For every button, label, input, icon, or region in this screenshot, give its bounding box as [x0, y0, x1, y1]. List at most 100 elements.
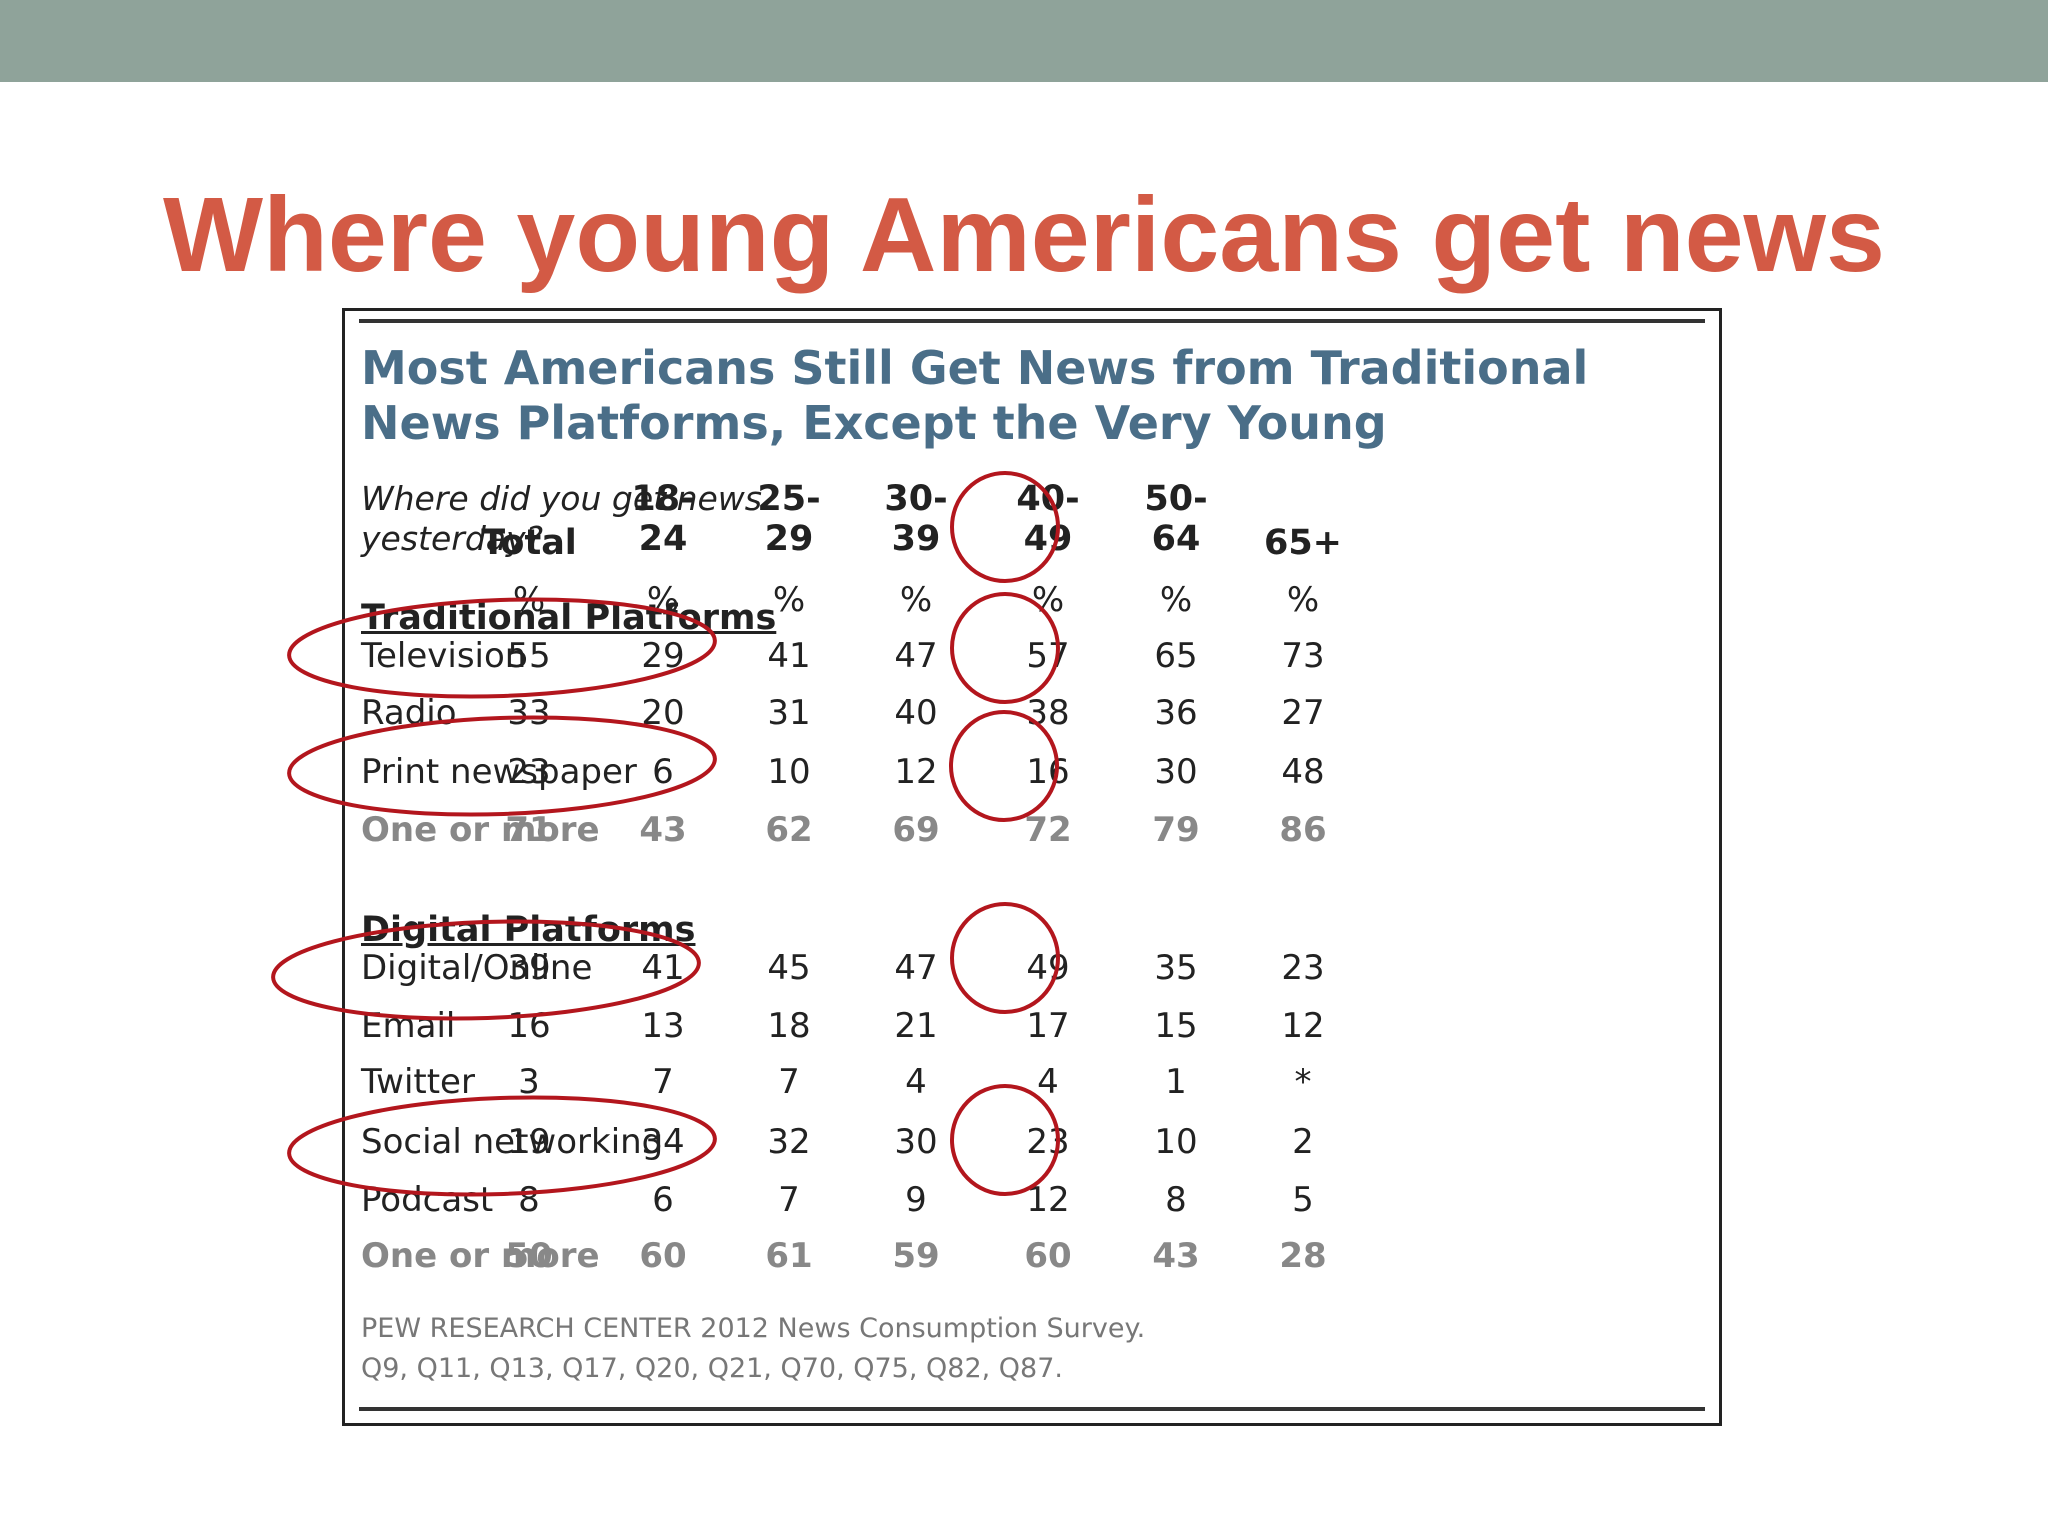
- row-label: One or more: [361, 1236, 600, 1276]
- value-cell: 32: [767, 1122, 811, 1162]
- value-cell: 8: [518, 1180, 540, 1220]
- chart-title: Most Americans Still Get News from Tradi…: [361, 341, 1701, 451]
- value-cell: 57: [1026, 636, 1070, 676]
- value-cell: 73: [1281, 636, 1325, 676]
- value-cell: 69: [892, 810, 940, 850]
- value-cell: 4: [905, 1062, 927, 1102]
- column-header: 50- 64: [1121, 479, 1231, 559]
- column-header-line: 39: [891, 519, 941, 559]
- value-cell: 35: [1154, 948, 1198, 988]
- value-cell: 36: [1154, 693, 1198, 733]
- value-cell: 41: [641, 948, 685, 988]
- column-header-line: 49: [1023, 519, 1073, 559]
- value-cell: 55: [507, 636, 551, 676]
- question-text: Where did you get news yesterday?: [361, 479, 821, 559]
- slide-title: Where young Americans get news: [163, 176, 1885, 294]
- column-header-line: 64: [1151, 519, 1201, 559]
- column-header-line: Total: [481, 523, 577, 563]
- value-cell: 10: [767, 752, 811, 792]
- value-cell: 7: [652, 1062, 674, 1102]
- value-cell: 29: [641, 636, 685, 676]
- column-header: 65+: [1248, 523, 1358, 563]
- percent-cell: %: [1031, 580, 1065, 620]
- value-cell: 19: [507, 1122, 551, 1162]
- column-header: 18- 24: [608, 479, 718, 559]
- value-cell: 60: [1024, 1236, 1072, 1276]
- value-cell: 48: [1281, 752, 1325, 792]
- value-cell: 10: [1154, 1122, 1198, 1162]
- value-cell: 31: [767, 693, 811, 733]
- value-cell: 45: [767, 948, 811, 988]
- value-cell: 50: [505, 1236, 553, 1276]
- percent-cell: %: [1286, 580, 1320, 620]
- value-cell: 16: [507, 1006, 551, 1046]
- value-cell: 6: [652, 1180, 674, 1220]
- source-note: PEW RESEARCH CENTER 2012 News Consumptio…: [361, 1309, 1561, 1389]
- row-label: Email: [361, 1006, 456, 1046]
- value-cell: 16: [1026, 752, 1070, 792]
- value-cell: 23: [507, 752, 551, 792]
- source-line: PEW RESEARCH CENTER 2012 News Consumptio…: [361, 1313, 1146, 1344]
- value-cell: 41: [767, 636, 811, 676]
- column-header: Total: [474, 523, 584, 563]
- question-line: Where did you get news: [361, 479, 762, 518]
- value-cell: 21: [894, 1006, 938, 1046]
- top-rule: [359, 319, 1705, 323]
- value-cell: 30: [894, 1122, 938, 1162]
- chart-title-line: Most Americans Still Get News from Tradi…: [361, 341, 1589, 395]
- value-cell: *: [1294, 1062, 1312, 1102]
- value-cell: 34: [641, 1122, 685, 1162]
- value-cell: 27: [1281, 693, 1325, 733]
- bottom-rule: [359, 1407, 1705, 1411]
- column-header: 30- 39: [861, 479, 971, 559]
- value-cell: 43: [1152, 1236, 1200, 1276]
- value-cell: 4: [1037, 1062, 1059, 1102]
- value-cell: 1: [1165, 1062, 1187, 1102]
- value-cell: 23: [1281, 948, 1325, 988]
- value-cell: 7: [778, 1062, 800, 1102]
- value-cell: 65: [1154, 636, 1198, 676]
- section-heading: Digital Platforms: [361, 910, 696, 950]
- column-header: 25- 29: [734, 479, 844, 559]
- row-label: Twitter: [361, 1062, 475, 1102]
- value-cell: 60: [639, 1236, 687, 1276]
- value-cell: 8: [1165, 1180, 1187, 1220]
- value-cell: 38: [1026, 693, 1070, 733]
- value-cell: 79: [1152, 810, 1200, 850]
- value-cell: 6: [652, 752, 674, 792]
- value-cell: 12: [1281, 1006, 1325, 1046]
- percent-cell: %: [899, 580, 933, 620]
- section-heading: Traditional Platforms: [361, 598, 777, 638]
- value-cell: 20: [641, 693, 685, 733]
- value-cell: 30: [1154, 752, 1198, 792]
- column-header-line: 40-: [1016, 479, 1080, 519]
- news-platforms-table: Most Americans Still Get News from Tradi…: [342, 308, 1722, 1426]
- value-cell: 86: [1279, 810, 1327, 850]
- value-cell: 72: [1024, 810, 1072, 850]
- value-cell: 59: [892, 1236, 940, 1276]
- value-cell: 33: [507, 693, 551, 733]
- column-header-line: 29: [764, 519, 814, 559]
- column-header-line: 25-: [757, 479, 821, 519]
- value-cell: 39: [507, 948, 551, 988]
- column-header: 40- 49: [993, 479, 1103, 559]
- value-cell: 15: [1154, 1006, 1198, 1046]
- value-cell: 13: [641, 1006, 685, 1046]
- row-label: One or more: [361, 810, 600, 850]
- value-cell: 62: [765, 810, 813, 850]
- column-header-line: 65+: [1263, 523, 1343, 563]
- percent-cell: %: [772, 580, 806, 620]
- value-cell: 3: [518, 1062, 540, 1102]
- column-header-line: 18-: [631, 479, 695, 519]
- source-line: Q9, Q11, Q13, Q17, Q20, Q21, Q70, Q75, Q…: [361, 1353, 1063, 1384]
- value-cell: 23: [1026, 1122, 1070, 1162]
- value-cell: 28: [1279, 1236, 1327, 1276]
- value-cell: 49: [1026, 948, 1070, 988]
- row-label: Radio: [361, 693, 457, 733]
- value-cell: 40: [894, 693, 938, 733]
- value-cell: 12: [894, 752, 938, 792]
- value-cell: 9: [905, 1180, 927, 1220]
- column-header-line: 50-: [1144, 479, 1208, 519]
- value-cell: 12: [1026, 1180, 1070, 1220]
- column-header-line: 30-: [884, 479, 948, 519]
